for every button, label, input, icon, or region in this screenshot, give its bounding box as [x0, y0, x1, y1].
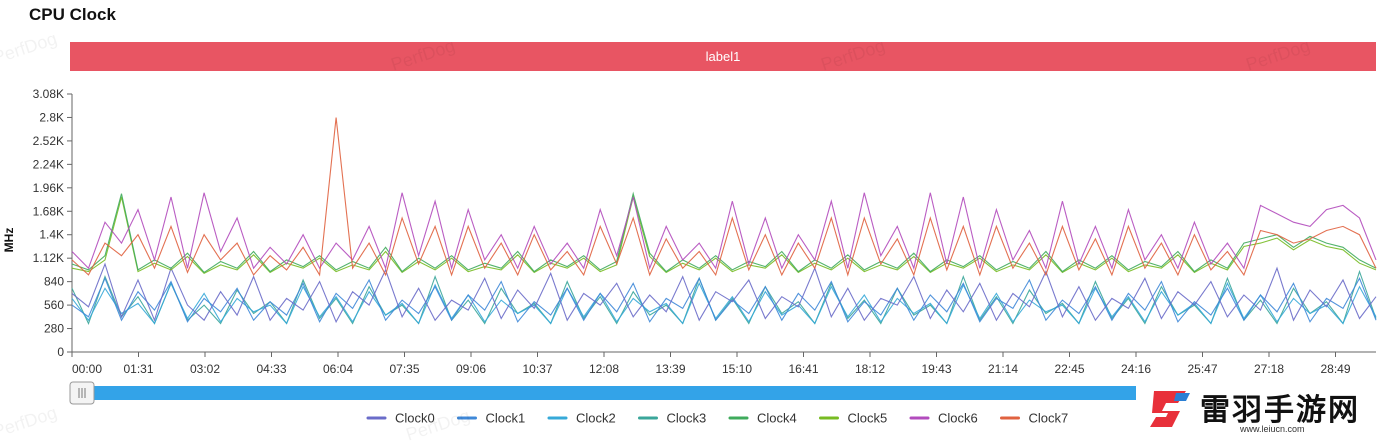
x-tick-label: 28:49: [1320, 362, 1350, 376]
legend-label-clock3: Clock3: [667, 411, 707, 426]
y-tick-label: 1.12K: [33, 251, 64, 265]
legend: Clock0 Clock1 Clock2 Clock3 Clock4 Clock5 Cloc…: [366, 411, 1069, 426]
y-axis: 0 280 560 840 1.12K 1.4K 1.68K 1.96K 2.24K 2.52K 2…: [33, 87, 73, 359]
y-tick-label: 1.96K: [33, 181, 64, 195]
legend-label-clock2: Clock2: [576, 411, 616, 426]
x-tick-label: 19:43: [921, 362, 951, 376]
series-line-clock5: [71, 194, 1377, 274]
y-tick-label: 1.4K: [39, 228, 64, 242]
legend-label-clock6: Clock6: [938, 411, 978, 426]
x-tick-label: 25:47: [1187, 362, 1217, 376]
x-tick-label: 07:35: [389, 362, 419, 376]
legend-label-clock4: Clock4: [757, 411, 797, 426]
logo-url: www.leiucn.com: [1240, 424, 1305, 434]
x-tick-label: 21:14: [988, 362, 1018, 376]
time-range-slider[interactable]: [69, 381, 1376, 405]
y-tick-label: 280: [44, 322, 64, 336]
y-tick-label: 2.8K: [39, 110, 64, 124]
logo-name: 雷羽手游网: [1200, 393, 1360, 428]
x-tick-label: 18:12: [855, 362, 885, 376]
x-tick-label: 15:10: [722, 362, 752, 376]
legend-label-clock0: Clock0: [395, 411, 435, 426]
x-tick-label: 13:39: [655, 362, 685, 376]
x-tick-label: 04:33: [256, 362, 286, 376]
x-tick-label: 06:04: [323, 362, 353, 376]
y-tick-label: 1.68K: [33, 204, 64, 218]
x-tick-label: 27:18: [1254, 362, 1284, 376]
label-banner-text: label1: [706, 49, 741, 64]
series-line-clock2: [71, 281, 1377, 325]
logo-mark-icon: [1150, 391, 1190, 427]
chart-title: CPU Clock: [29, 5, 116, 24]
series-layer: [71, 117, 1377, 325]
series-line-clock3: [71, 269, 1377, 325]
series-line-clock6: [71, 192, 1377, 271]
x-tick-label: 24:16: [1121, 362, 1151, 376]
y-tick-label: 560: [44, 298, 64, 312]
series-line-clock7: [71, 117, 1377, 277]
label-banner[interactable]: [70, 42, 1376, 71]
y-tick-label: 3.08K: [33, 87, 64, 101]
x-tick-label: 16:41: [788, 362, 818, 376]
x-tick-label: 12:08: [589, 362, 619, 376]
y-tick-label: 2.52K: [33, 134, 64, 148]
x-tick-label: 00:00: [72, 362, 102, 376]
x-tick-label: 03:02: [190, 362, 220, 376]
site-logo: 雷羽手游网 www.leiucn.com: [1136, 377, 1386, 443]
y-tick-label: 0: [57, 345, 64, 359]
y-tick-label: 840: [44, 275, 64, 289]
legend-label-clock1: Clock1: [486, 411, 526, 426]
series-line-clock0: [71, 262, 1377, 324]
y-axis-label: MHz: [2, 228, 16, 253]
x-tick-label: 09:06: [456, 362, 486, 376]
legend-label-clock7: Clock7: [1029, 411, 1069, 426]
x-tick-label: 22:45: [1054, 362, 1084, 376]
y-tick-label: 2.24K: [33, 157, 64, 171]
x-tick-label: 10:37: [522, 362, 552, 376]
x-tick-label: 01:31: [123, 362, 153, 376]
x-axis: 00:00 01:31 03:02 04:33 06:04 07:35 09:06 10:37…: [71, 351, 1376, 376]
series-line-clock4: [71, 191, 1377, 274]
slider-track[interactable]: [70, 386, 1376, 400]
legend-label-clock5: Clock5: [848, 411, 888, 426]
series-line-clock1: [71, 276, 1377, 324]
